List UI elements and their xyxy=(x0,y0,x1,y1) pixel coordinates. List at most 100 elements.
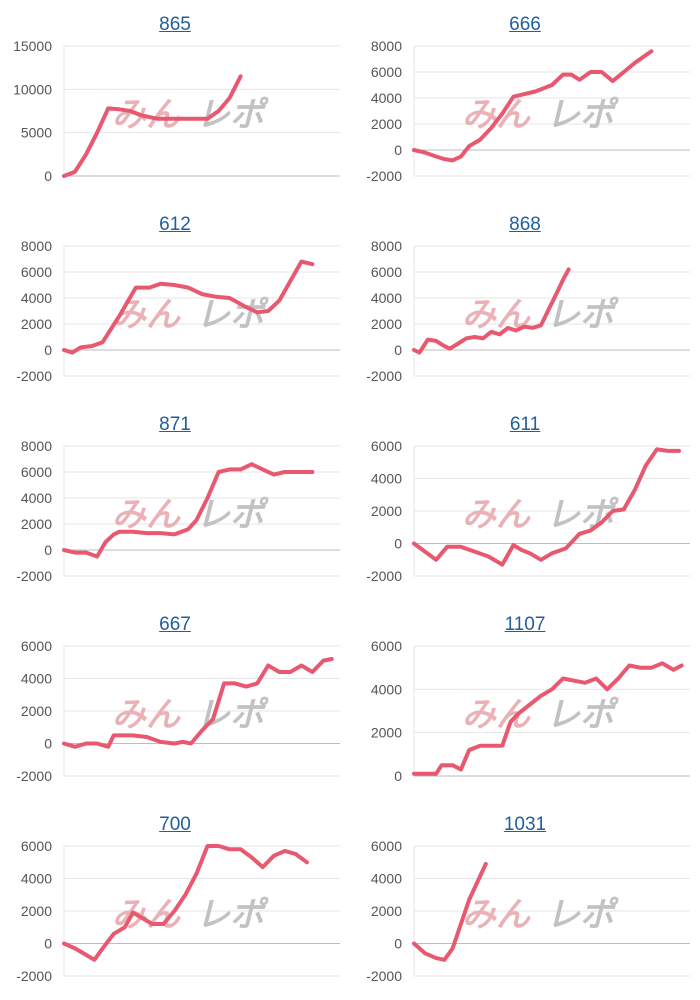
y-tick-label: 4000 xyxy=(371,290,402,306)
series-line xyxy=(62,74,243,178)
y-tick-label: -2000 xyxy=(16,368,52,384)
y-tick-label: 8000 xyxy=(21,438,52,454)
y-tick-label: 4000 xyxy=(21,871,52,887)
watermark-logo: みん レポ xyxy=(462,95,619,135)
y-tick-label: -2000 xyxy=(366,168,402,184)
chart-panel: -2000 0 2000 4000 6000 8000 みん レポ 871 xyxy=(0,400,350,600)
y-tick-label: 6000 xyxy=(371,638,402,654)
y-tick-label: 0 xyxy=(44,342,52,358)
chart-panel: -2000 0 2000 4000 6000 みん レポ 700 xyxy=(0,800,350,1000)
watermark-logo: みん レポ xyxy=(112,295,269,335)
y-tick-label: 0 xyxy=(44,542,52,558)
watermark-text-1: みん xyxy=(462,695,531,735)
y-tick-label: 8000 xyxy=(371,38,402,54)
y-tick-label: 4000 xyxy=(371,471,402,487)
watermark-logo: みん レポ xyxy=(462,295,619,335)
series-line xyxy=(412,661,684,776)
watermark-text-2: レポ xyxy=(196,695,269,735)
y-tick-label: 4000 xyxy=(21,490,52,506)
watermark-text-2: レポ xyxy=(196,95,269,135)
chart-title-link[interactable]: 666 xyxy=(509,14,541,35)
watermark-logo: みん レポ xyxy=(462,895,619,935)
line-chart: -2000 0 2000 4000 6000 8000 みん レポ xyxy=(366,38,690,184)
series-line xyxy=(412,267,571,355)
series-line xyxy=(412,49,654,163)
chart-title-link[interactable]: 1107 xyxy=(504,614,546,635)
y-tick-label: 2000 xyxy=(371,503,402,519)
y-tick-label: 2000 xyxy=(371,725,402,741)
watermark-text-1: みん xyxy=(462,895,531,935)
line-chart: -2000 0 2000 4000 6000 8000 みん レポ xyxy=(366,238,690,384)
watermark-logo: みん レポ xyxy=(112,495,269,535)
y-tick-label: 8000 xyxy=(371,238,402,254)
y-tick-label: 0 xyxy=(44,736,52,752)
y-tick-label: 0 xyxy=(394,936,402,952)
y-tick-label: 6000 xyxy=(371,438,402,454)
y-tick-label: 6000 xyxy=(21,838,52,854)
y-tick-label: 8000 xyxy=(21,238,52,254)
chart-panel: -2000 0 2000 4000 6000 8000 みん レポ 868 xyxy=(350,200,700,400)
y-tick-label: -2000 xyxy=(16,568,52,584)
y-tick-label: 4000 xyxy=(21,290,52,306)
y-tick-label: 15000 xyxy=(13,38,52,54)
y-tick-label: 4000 xyxy=(371,90,402,106)
chart-panel: 0 5000 10000 15000 みん レポ 865 xyxy=(0,0,350,200)
y-tick-label: 6000 xyxy=(371,264,402,280)
y-tick-label: 5000 xyxy=(21,125,52,141)
y-tick-label: 0 xyxy=(394,342,402,358)
y-tick-label: 6000 xyxy=(21,464,52,480)
series-line xyxy=(62,657,334,749)
y-tick-label: 0 xyxy=(44,936,52,952)
watermark-text-2: レポ xyxy=(546,295,619,335)
line-chart: 0 2000 4000 6000 みん レポ xyxy=(371,638,690,784)
y-tick-label: 2000 xyxy=(21,316,52,332)
watermark-logo: みん レポ xyxy=(112,695,269,735)
chart-title-link[interactable]: 868 xyxy=(509,214,541,235)
chart-title-link[interactable]: 667 xyxy=(159,614,191,635)
watermark-text-2: レポ xyxy=(546,695,619,735)
watermark-text-1: みん xyxy=(462,495,531,535)
chart-title-link[interactable]: 700 xyxy=(159,814,191,835)
series-line xyxy=(412,447,681,567)
y-tick-label: 2000 xyxy=(21,703,52,719)
line-chart: -2000 0 2000 4000 6000 8000 みん レポ xyxy=(16,238,340,384)
y-tick-label: 2000 xyxy=(371,903,402,919)
series-line xyxy=(62,844,309,962)
watermark-text-2: レポ xyxy=(196,895,269,935)
y-tick-label: 2000 xyxy=(371,116,402,132)
chart-panel: -2000 0 2000 4000 6000 みん レポ 1031 xyxy=(350,800,700,1000)
chart-title-link[interactable]: 612 xyxy=(159,214,191,235)
chart-title-link[interactable]: 611 xyxy=(509,414,541,435)
watermark-text-2: レポ xyxy=(196,495,269,535)
y-tick-label: 0 xyxy=(394,768,402,784)
y-tick-label: 6000 xyxy=(371,64,402,80)
y-tick-label: -2000 xyxy=(366,568,402,584)
y-tick-label: 4000 xyxy=(371,681,402,697)
watermark-text-1: みん xyxy=(112,495,181,535)
chart-title-link[interactable]: 871 xyxy=(159,414,191,435)
chart-title-link[interactable]: 865 xyxy=(159,14,191,35)
watermark-text-1: みん xyxy=(462,95,531,135)
chart-title-link[interactable]: 1031 xyxy=(503,814,547,835)
watermark-text-2: レポ xyxy=(546,895,619,935)
chart-panel: -2000 0 2000 4000 6000 8000 みん レポ 666 xyxy=(350,0,700,200)
line-chart: -2000 0 2000 4000 6000 8000 みん レポ xyxy=(16,438,340,584)
y-tick-label: -2000 xyxy=(366,368,402,384)
y-tick-label: -2000 xyxy=(16,968,52,984)
watermark-logo: みん レポ xyxy=(462,695,619,735)
chart-panel: 0 2000 4000 6000 みん レポ 1107 xyxy=(350,600,700,800)
chart-panel: -2000 0 2000 4000 6000 みん レポ 667 xyxy=(0,600,350,800)
y-tick-label: 2000 xyxy=(21,903,52,919)
y-tick-label: 2000 xyxy=(371,316,402,332)
chart-panel: -2000 0 2000 4000 6000 みん レポ 611 xyxy=(350,400,700,600)
y-tick-label: 4000 xyxy=(371,871,402,887)
y-tick-label: 0 xyxy=(394,142,402,158)
series-line xyxy=(412,861,488,962)
watermark-text-2: レポ xyxy=(546,95,619,135)
